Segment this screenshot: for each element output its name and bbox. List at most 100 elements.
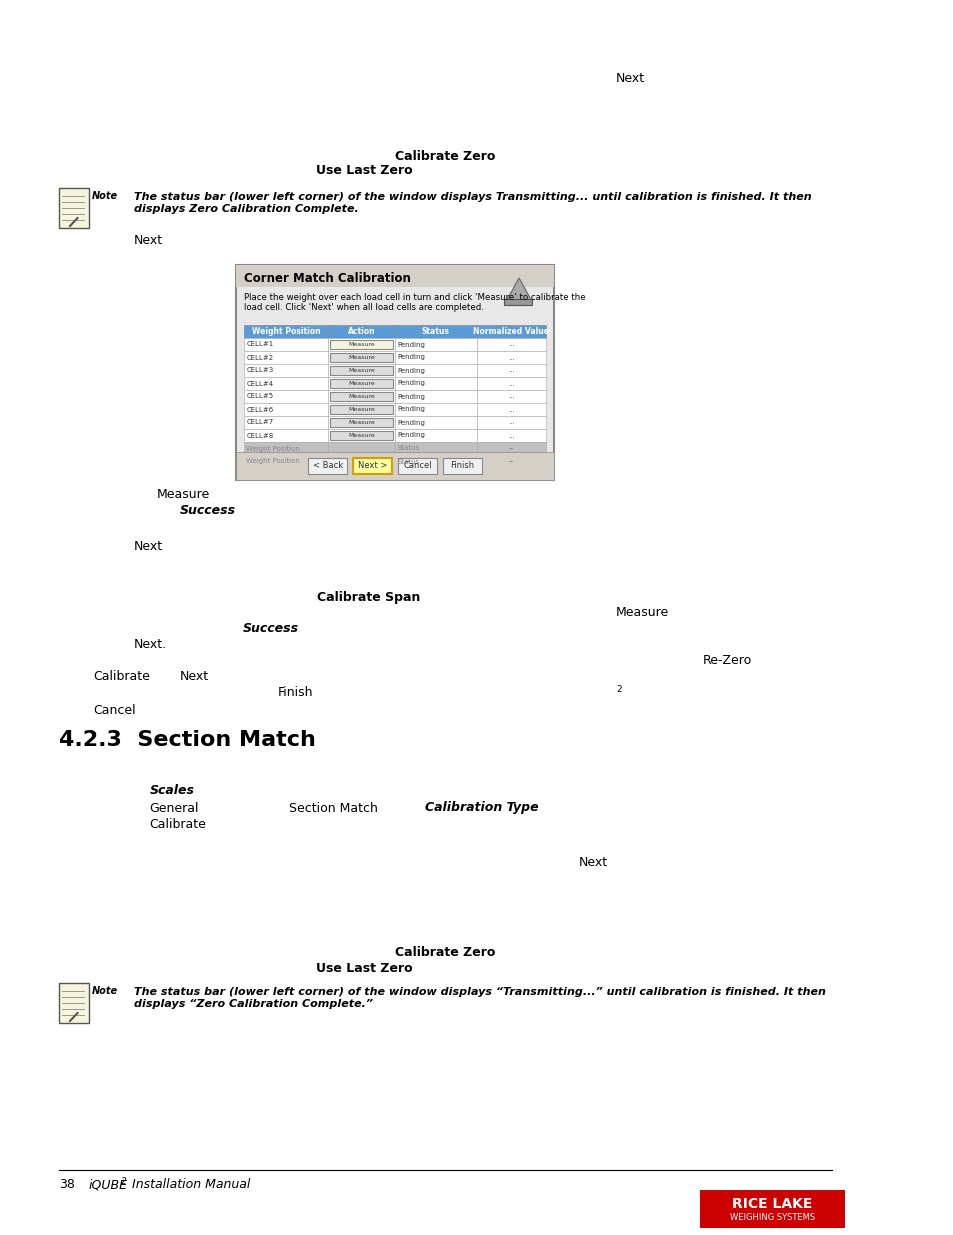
Text: ...: ... xyxy=(507,420,515,426)
FancyBboxPatch shape xyxy=(330,417,393,427)
Text: ...: ... xyxy=(507,406,515,412)
Text: Pending: Pending xyxy=(397,406,425,412)
Text: Pending: Pending xyxy=(397,380,425,387)
Bar xyxy=(328,403,395,416)
Bar xyxy=(476,325,545,338)
Text: Cancel: Cancel xyxy=(402,462,431,471)
Text: Status: Status xyxy=(397,458,419,464)
Text: CELL#8: CELL#8 xyxy=(246,432,274,438)
Text: --: -- xyxy=(508,446,514,452)
FancyBboxPatch shape xyxy=(236,266,553,480)
Text: CELL#5: CELL#5 xyxy=(246,394,274,399)
FancyBboxPatch shape xyxy=(330,431,393,440)
Text: Note: Note xyxy=(91,191,117,201)
Bar xyxy=(243,416,328,429)
Text: Place the weight over each load cell in turn and click 'Measure' to calibrate th: Place the weight over each load cell in … xyxy=(243,293,585,312)
Bar xyxy=(395,351,476,364)
Text: Measure: Measure xyxy=(156,488,210,500)
FancyBboxPatch shape xyxy=(442,458,481,474)
Text: CELL#1: CELL#1 xyxy=(246,342,274,347)
Text: Measure: Measure xyxy=(348,394,375,399)
Text: ...: ... xyxy=(507,368,515,373)
Bar xyxy=(328,390,395,403)
Bar xyxy=(236,266,553,287)
FancyBboxPatch shape xyxy=(353,458,392,474)
Bar xyxy=(328,364,395,377)
Text: Section Match: Section Match xyxy=(289,802,378,815)
Text: ...: ... xyxy=(507,354,515,361)
Bar xyxy=(476,403,545,416)
Text: 4.2.3  Section Match: 4.2.3 Section Match xyxy=(59,730,315,750)
Bar xyxy=(700,1191,844,1228)
Bar xyxy=(243,442,328,454)
Bar xyxy=(328,416,395,429)
Text: Pending: Pending xyxy=(397,354,425,361)
Bar xyxy=(395,454,476,468)
FancyBboxPatch shape xyxy=(330,405,393,414)
Text: Weight Position: Weight Position xyxy=(252,327,320,336)
Text: Calibrate Zero: Calibrate Zero xyxy=(395,946,495,958)
Text: Pending: Pending xyxy=(397,394,425,399)
Bar xyxy=(328,351,395,364)
Bar xyxy=(243,351,328,364)
Bar xyxy=(395,390,476,403)
Text: Action: Action xyxy=(348,327,375,336)
FancyBboxPatch shape xyxy=(59,983,89,1023)
Bar xyxy=(476,364,545,377)
Bar xyxy=(476,351,545,364)
Text: Calibration Type: Calibration Type xyxy=(424,802,537,815)
Text: ...: ... xyxy=(507,394,515,399)
FancyBboxPatch shape xyxy=(330,366,393,375)
Text: Calibrate Span: Calibrate Span xyxy=(316,590,420,604)
Text: < Back: < Back xyxy=(313,462,342,471)
Polygon shape xyxy=(506,278,531,300)
Bar xyxy=(395,429,476,442)
Bar xyxy=(476,338,545,351)
Bar xyxy=(476,429,545,442)
Bar xyxy=(395,325,476,338)
Text: 2: 2 xyxy=(121,1177,127,1187)
Text: Measure: Measure xyxy=(348,433,375,438)
Text: Installation Manual: Installation Manual xyxy=(128,1178,250,1192)
Text: Measure: Measure xyxy=(348,408,375,412)
Text: Corner Match Calibration: Corner Match Calibration xyxy=(243,273,410,285)
Bar xyxy=(328,325,395,338)
Bar xyxy=(328,454,395,468)
Bar xyxy=(328,338,395,351)
Text: Normalized Value: Normalized Value xyxy=(473,327,549,336)
Text: iQUBE: iQUBE xyxy=(89,1178,128,1192)
FancyBboxPatch shape xyxy=(330,353,393,362)
Text: Next: Next xyxy=(133,540,162,552)
Text: Use Last Zero: Use Last Zero xyxy=(315,164,412,178)
Text: Finish: Finish xyxy=(278,687,314,699)
Text: WEIGHING SYSTEMS: WEIGHING SYSTEMS xyxy=(729,1214,814,1223)
Text: Pending: Pending xyxy=(397,432,425,438)
Text: Calibrate Zero: Calibrate Zero xyxy=(395,149,495,163)
Bar xyxy=(395,338,476,351)
Text: Pending: Pending xyxy=(397,420,425,426)
Bar xyxy=(503,299,532,305)
Bar xyxy=(243,377,328,390)
Text: Pending: Pending xyxy=(397,368,425,373)
Text: --: -- xyxy=(508,458,514,464)
Text: Calibrate: Calibrate xyxy=(150,818,206,830)
Bar xyxy=(328,377,395,390)
Text: Status: Status xyxy=(421,327,449,336)
Text: The status bar (lower left corner) of the window displays “Transmitting...” unti: The status bar (lower left corner) of th… xyxy=(133,987,824,1009)
Text: Measure: Measure xyxy=(348,354,375,359)
Bar xyxy=(395,416,476,429)
Text: Next: Next xyxy=(133,233,162,247)
Bar xyxy=(243,429,328,442)
Bar xyxy=(243,454,328,468)
Bar xyxy=(395,403,476,416)
Bar xyxy=(476,454,545,468)
Text: Success: Success xyxy=(242,622,298,636)
Text: Re-Zero: Re-Zero xyxy=(702,655,752,667)
Text: Next >: Next > xyxy=(357,462,387,471)
Text: CELL#6: CELL#6 xyxy=(246,406,274,412)
Text: CELL#4: CELL#4 xyxy=(246,380,274,387)
Text: Weight Position: Weight Position xyxy=(246,458,300,464)
Text: CELL#2: CELL#2 xyxy=(246,354,274,361)
Text: Weight Position: Weight Position xyxy=(246,446,300,452)
Text: Next: Next xyxy=(616,72,644,84)
